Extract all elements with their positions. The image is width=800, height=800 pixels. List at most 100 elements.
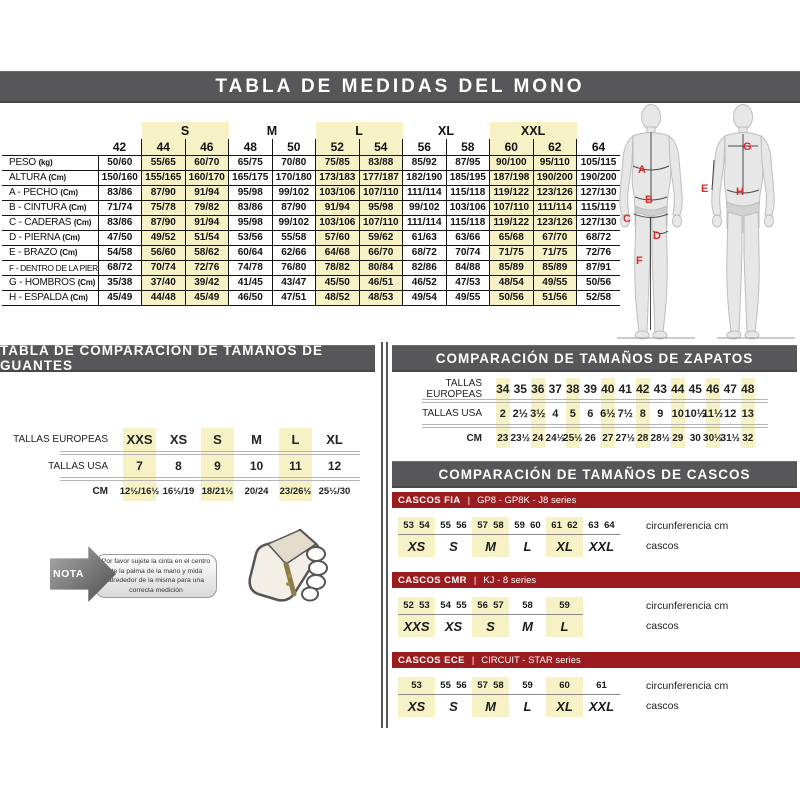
body-diagram: A B C D E F G H (617, 104, 795, 340)
size-cell: 5 (569, 407, 576, 420)
helmet-circumference-values: 53 54 (398, 517, 435, 535)
size-cell: 85/92 (402, 154, 447, 171)
size-cell: 12 (327, 459, 342, 473)
size-row: A - PECHO (Cm) 83/86 87/90 91/94 95/98 99/102… (2, 184, 621, 201)
size-cell: 71/74 (97, 199, 142, 216)
size-cell: 27 (602, 432, 614, 444)
helmet-size-group: 59 60 L (509, 517, 546, 557)
size-cell: 27½ (615, 432, 635, 444)
size-cell: 11½ (702, 407, 724, 420)
helmet-circumference-values: 59 60 (509, 517, 546, 535)
size-cell: 91/94 (184, 214, 229, 231)
circumference-value: 53 (403, 520, 414, 531)
size-row-label: ALTURA (Cm) (2, 169, 99, 186)
size-cell: 62/66 (271, 244, 317, 261)
circumference-value: 62 (567, 520, 578, 531)
circumference-value: 57 (477, 520, 488, 531)
size-cell: 83/86 (228, 199, 273, 216)
size-cell: 25½ (563, 432, 583, 444)
thumbs-up-hand-illustration (248, 528, 328, 602)
nota-label: NOTA (53, 568, 84, 580)
size-cell: 7½ (617, 407, 633, 420)
helmet-series-separator: | (473, 574, 477, 586)
size-group-header: XXL (489, 122, 577, 139)
size-cell: 23 (497, 432, 509, 444)
helmet-size-label: XS (444, 618, 463, 634)
helmet-series-separator: | (471, 654, 475, 666)
helmet-size-label: XS (407, 538, 426, 554)
circumference-value: 58 (522, 600, 533, 611)
size-row: C - CADERAS (Cm) 83/86 87/90 91/94 95/98 99/1… (2, 214, 621, 231)
size-cell: 59/62 (358, 229, 404, 246)
divider-rule (60, 451, 360, 455)
measure-letter-G: G (743, 141, 752, 153)
helmet-size-group: 56 57 S (472, 597, 509, 637)
size-cell: 3½ (530, 407, 546, 420)
circumference-value: 58 (493, 520, 504, 531)
size-cell: 76/80 (271, 259, 317, 276)
helmet-series-name: CASCOS CMR (398, 574, 467, 586)
size-cell: 95/98 (228, 214, 273, 231)
helmet-size-label: XXS (403, 618, 430, 634)
helmet-size-group: 54 55 XS (435, 597, 472, 637)
shoes-title-text: COMPARACIÓN DE TAMAÑOS DE ZAPATOS (435, 350, 754, 366)
right-panel: COMPARACIÓN DE TAMAÑOS DE ZAPATOS TALLAS… (392, 340, 800, 800)
size-cell: 61/63 (402, 229, 447, 246)
circumference-value: 57 (477, 680, 488, 691)
helmet-size-table: 53 54 XS 55 56 S 57 58 M 59 60 L 61 62 XL 63 64 XXL circun… (398, 517, 800, 557)
helmet-size-label: L (523, 698, 532, 714)
row-label: TALLAS EUROPEAS (13, 434, 108, 445)
size-cell: 9 (657, 407, 664, 420)
gloves-table-row: TALLAS EUROPEAS XXS XS S M L XL (0, 428, 375, 451)
size-cell: 84/88 (445, 259, 491, 276)
size-cell: 185/195 (445, 169, 491, 186)
size-cell: 13 (741, 407, 754, 420)
gloves-table-row: TALLAS USA 7 8 9 10 11 12 (0, 455, 375, 477)
shoes-title-bar: COMPARACIÓN DE TAMAÑOS DE ZAPATOS (392, 345, 797, 372)
helmet-section: CASCOS FIA | GP8 - GP8K - J8 series 53 54 XS 5… (392, 492, 800, 557)
size-cell: 87/90 (141, 184, 186, 201)
cascos-label: cascos (646, 540, 679, 552)
size-cell: 50/60 (97, 154, 142, 171)
size-cell: 47 (723, 381, 737, 396)
size-cell: L (291, 432, 300, 447)
row-label: TALLAS USA (48, 460, 108, 472)
size-cell: 54/58 (97, 244, 142, 261)
size-cell: 10 (671, 407, 684, 420)
size-cell: 103/106 (315, 214, 360, 231)
divider-rule (422, 399, 768, 403)
size-column-header: 46 (184, 139, 229, 156)
helmet-circumference-values: 57 58 (472, 517, 509, 535)
circumference-value: 59 (522, 680, 533, 691)
circumference-value: 54 (440, 600, 451, 611)
circumference-value: 55 (440, 680, 451, 691)
size-cell: 91/94 (315, 199, 360, 216)
size-cell: 72/76 (184, 259, 229, 276)
size-cell: 74/78 (228, 259, 273, 276)
helmet-circumference-values: 54 55 (435, 597, 472, 615)
size-cell: 60/70 (184, 154, 229, 171)
size-column-header: 52 (315, 139, 360, 156)
size-cell: 123/126 (532, 214, 578, 231)
helmet-size-label: L (560, 618, 569, 634)
size-group-header: XL (438, 123, 455, 138)
size-cell: 12 (724, 407, 737, 420)
size-cell: 49/55 (445, 289, 491, 306)
size-column-header: 48 (228, 139, 272, 156)
nota: NOTA Por favor sujete la cinta en el cen… (30, 528, 360, 623)
size-cell: 70/74 (445, 244, 491, 261)
helmets-title-bar: COMPARACIÓN DE TAMAÑOS DE CASCOS (392, 461, 797, 488)
size-cell: 47/50 (97, 229, 142, 246)
nota-text: Por favor sujete la cinta en el centro d… (101, 558, 211, 594)
shoes-table-row: CM 23 23½ 24 24½ 25½ 26 27 27½ 28 28½ 29 30 30½ 31½ 32 (392, 428, 800, 448)
size-cell: 82/86 (402, 259, 447, 276)
helmet-size-group: 61 62 XL (546, 517, 583, 557)
size-cell: 25½/30 (318, 485, 351, 497)
circumference-value: 60 (530, 520, 541, 531)
main-title-bar: TABLA DE MEDIDAS DEL MONO (0, 71, 800, 103)
size-row-label: H - ESPALDA (Cm) (2, 289, 99, 306)
size-corner-cell (2, 139, 98, 156)
size-cell: 24½ (545, 432, 565, 444)
size-row-label: PESO (kg) (2, 154, 99, 171)
